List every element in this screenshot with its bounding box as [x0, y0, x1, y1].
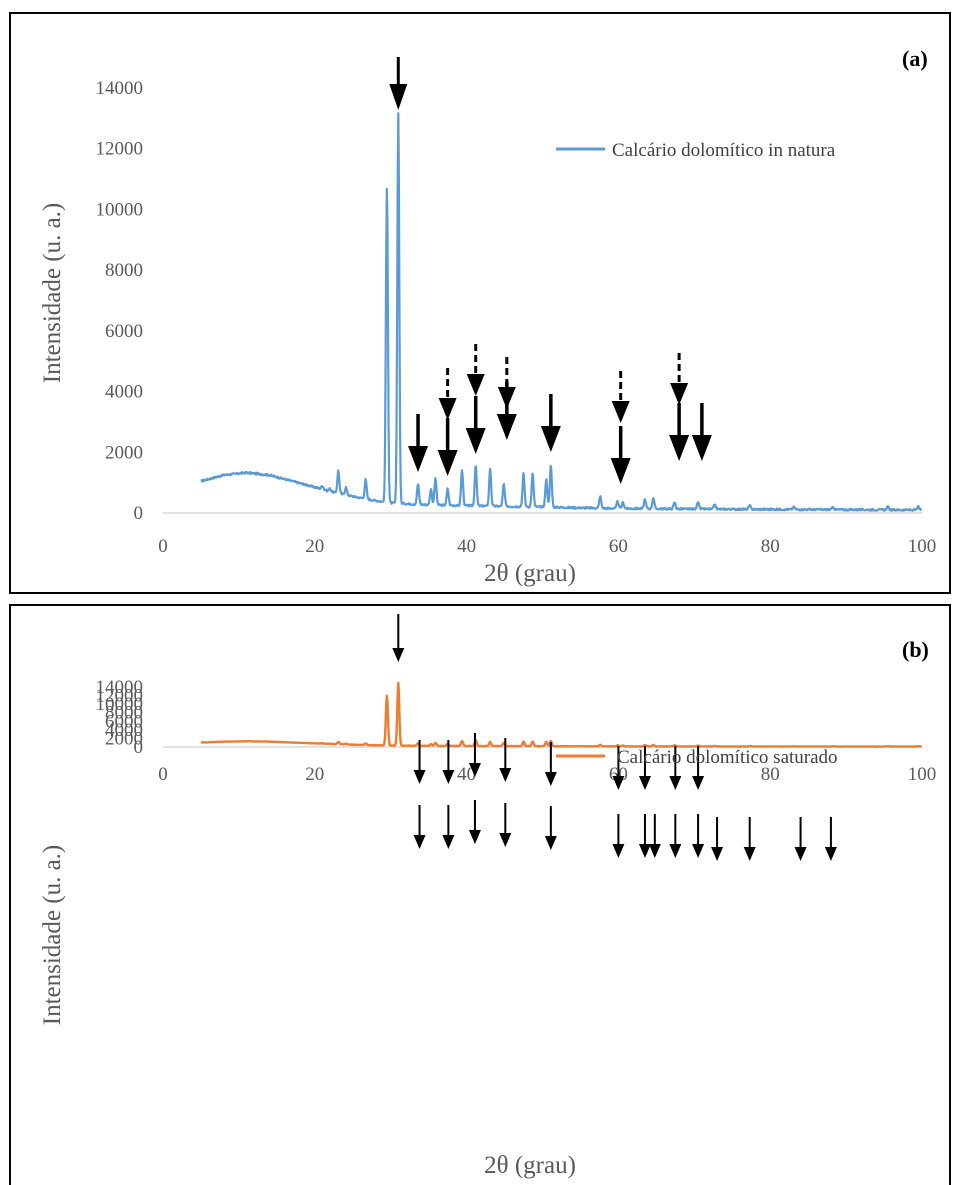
arrow: [610, 426, 631, 484]
x-tick-label: 0: [158, 764, 168, 785]
chart-panel-a: (a) 0 2000 4000 6000 8000 10000 12000 14000 0 20…: [9, 12, 951, 594]
arrow: [442, 805, 455, 849]
arrow: [824, 817, 837, 861]
y-tick-label: 2000: [105, 728, 143, 749]
arrow: [669, 403, 690, 461]
y-tick-label: 4000: [105, 382, 143, 403]
arrow: [711, 817, 724, 861]
x-tick-label: 40: [457, 536, 476, 557]
y-tick-label: 0: [134, 503, 144, 524]
legend-label: Calcário dolomítico in natura: [612, 140, 836, 161]
y-tick-label: 14000: [96, 78, 144, 99]
y-tick-label: 14000: [96, 677, 144, 698]
arrow: [794, 817, 807, 861]
arrow: [669, 814, 682, 858]
x-tick-label: 0: [158, 536, 168, 557]
y-tick-label: 2000: [105, 442, 143, 463]
series-line: [200, 681, 923, 748]
y-tick-label: 0: [134, 737, 144, 758]
arrow: [612, 814, 625, 858]
dashed-arrow: [438, 368, 457, 420]
arrow: [544, 806, 557, 850]
arrow: [544, 742, 557, 786]
x-tick-label: 80: [761, 764, 780, 785]
panel-border: [9, 12, 951, 594]
panel-label: (a): [902, 46, 928, 71]
arrow: [638, 746, 651, 790]
chart-panel-b: (b) 0 2000 4000 6000 8000 10000 12000 14000 0 20…: [0, 595, 958, 1185]
arrow: [408, 414, 429, 472]
y-axis-title: Intensidade (u. a.): [39, 845, 66, 1025]
x-tick-label: 40: [457, 764, 476, 785]
arrow: [669, 746, 682, 790]
x-tick-label: 80: [761, 536, 780, 557]
y-tick-label: 6000: [105, 711, 143, 732]
y-tick-label: 8000: [105, 260, 143, 281]
dashed-arrow: [466, 344, 485, 396]
y-tick-label: 12000: [96, 686, 144, 707]
legend-label: Calcário dolomítico saturado: [617, 747, 838, 768]
x-tick-label: 60: [609, 536, 628, 557]
x-axis-title: 2θ (grau): [484, 1152, 576, 1179]
y-tick-label: 10000: [96, 694, 144, 715]
y-tick-label: 12000: [96, 139, 144, 160]
arrow: [468, 733, 481, 777]
arrow: [437, 418, 458, 476]
arrow: [743, 817, 756, 861]
arrow: [540, 394, 561, 452]
arrow: [389, 57, 408, 110]
y-tick-label: 8000: [105, 703, 143, 724]
arrow: [691, 403, 712, 461]
arrow: [499, 738, 512, 782]
arrow: [692, 814, 705, 858]
x-axis-title: 2θ (grau): [484, 560, 576, 587]
panel-label: (b): [902, 637, 929, 662]
dashed-arrow: [670, 353, 689, 405]
xrd-chart-a: (a) 0 2000 4000 6000 8000 10000 12000 14000 0 20…: [9, 12, 951, 594]
y-tick-label: 6000: [105, 321, 143, 342]
arrow: [499, 803, 512, 847]
arrow: [468, 800, 481, 844]
arrow: [442, 740, 455, 784]
arrow: [638, 814, 651, 858]
y-axis-title: Intensidade (u. a.): [39, 203, 66, 383]
arrow: [648, 814, 661, 858]
arrow: [413, 805, 426, 849]
arrow: [465, 396, 486, 454]
x-tick-label: 20: [305, 536, 324, 557]
x-tick-label: 20: [305, 764, 324, 785]
arrow: [392, 614, 405, 662]
panel-border: [9, 604, 951, 1185]
arrow: [692, 746, 705, 790]
x-tick-label: 100: [908, 536, 937, 557]
y-tick-label: 4000: [105, 720, 143, 741]
arrow: [413, 740, 426, 784]
arrow: [612, 746, 625, 790]
x-tick-label: 100: [908, 764, 937, 785]
dashed-arrow: [497, 357, 516, 409]
y-tick-label: 10000: [96, 199, 144, 220]
dashed-arrow: [611, 371, 630, 423]
series-line: [200, 112, 923, 512]
